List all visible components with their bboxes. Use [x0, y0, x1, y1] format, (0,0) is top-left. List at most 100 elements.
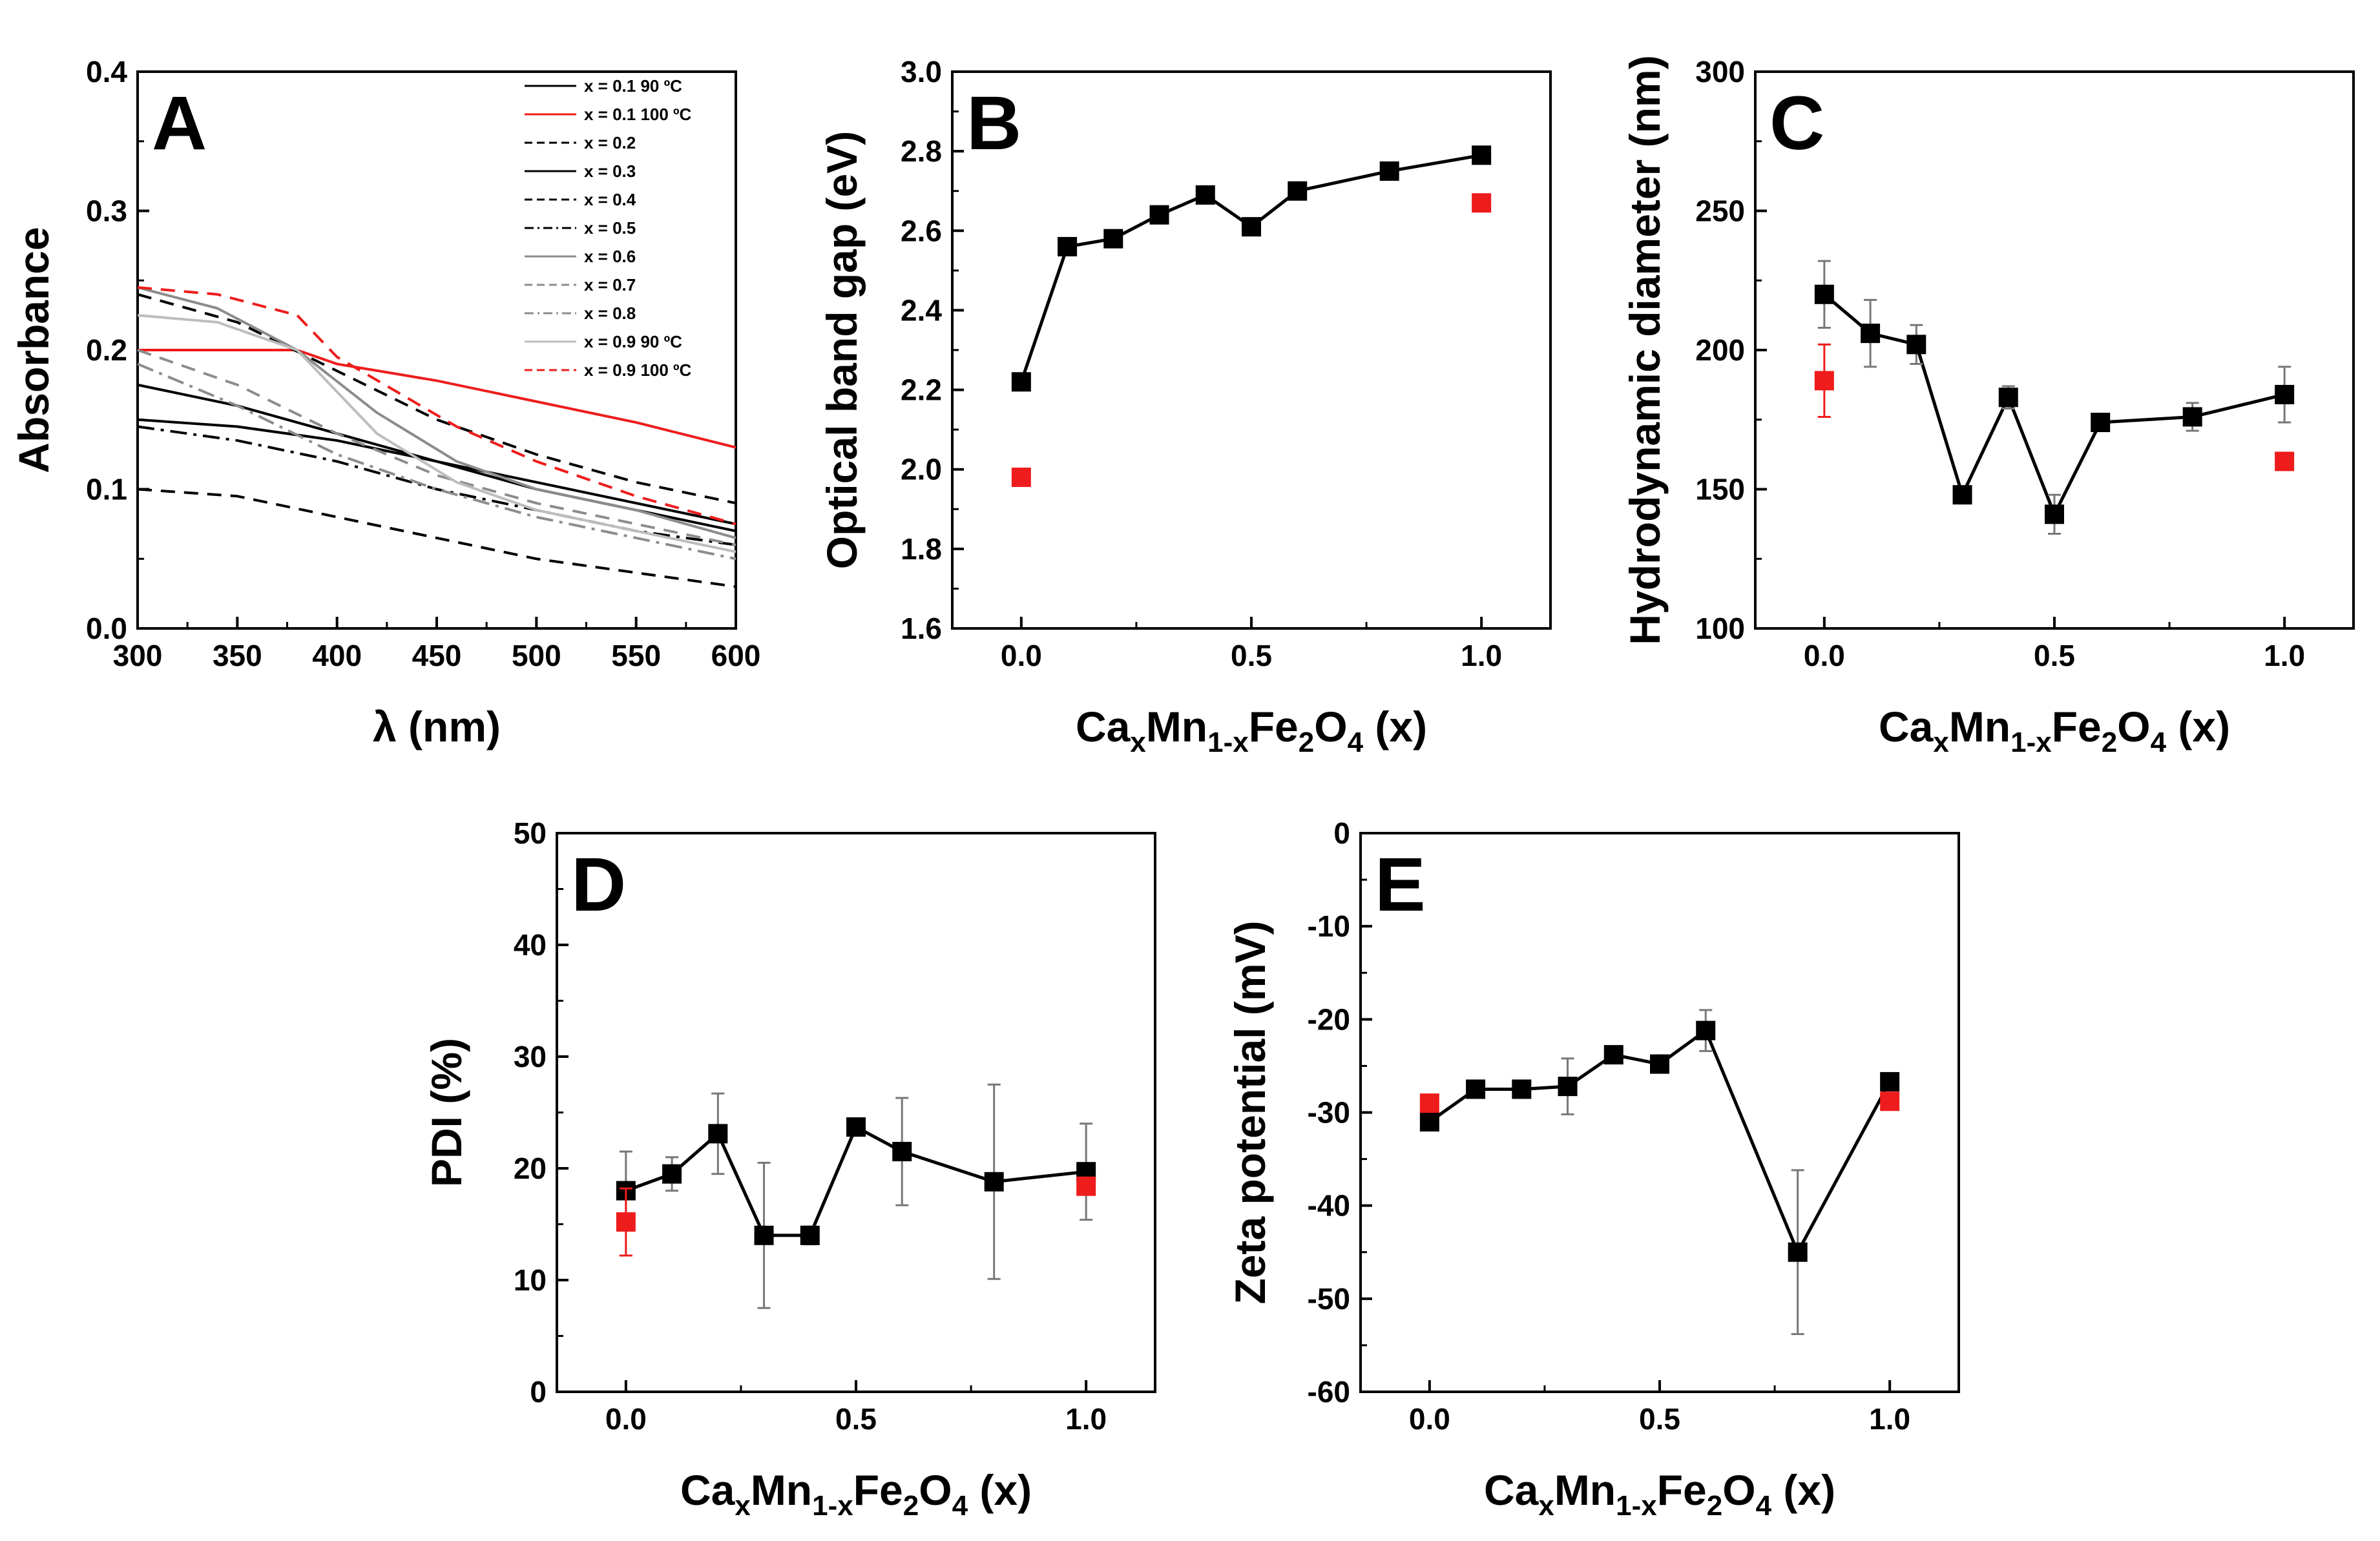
x-tick-label: 1.0: [1065, 1402, 1107, 1436]
x-tick-label: 400: [312, 639, 362, 672]
x-tick-label: 500: [512, 639, 561, 672]
data-point: [1058, 236, 1078, 256]
data-point: [1472, 193, 1492, 213]
y-tick-label: -10: [1308, 909, 1350, 943]
y-axis-title: Hydrodynamic diameter (nm): [1621, 55, 1669, 645]
y-tick-label: 1.8: [901, 532, 942, 566]
y-axis-title: PDI (%): [423, 1038, 470, 1187]
x-axis-title-part: 4: [2151, 727, 2167, 758]
data-point: [846, 1117, 866, 1137]
plot-frame: [1754, 70, 2355, 630]
data-point: [1419, 1112, 1439, 1132]
series-4: [137, 293, 736, 505]
series-line: [625, 1124, 1087, 1237]
x-axis-title-part: x: [1538, 1490, 1554, 1522]
y-tick-label: 200: [1695, 333, 1745, 367]
x-axis-title-part: Mn: [1949, 703, 2010, 750]
y-axis-title: Optical band gap (eV): [818, 131, 866, 569]
legend-label: x = 0.5: [584, 218, 636, 238]
data-point: [1788, 1242, 1808, 1262]
series-0: [616, 1083, 1096, 1309]
x-axis-title-part: O: [2117, 703, 2150, 750]
x-axis-title-part: (x): [1771, 1466, 1835, 1514]
y-tick-label: 0.2: [86, 333, 127, 367]
data-point: [1011, 372, 1031, 392]
y-tick-label: 0: [530, 1375, 547, 1409]
data-point: [2275, 384, 2295, 404]
x-tick-label: 0.5: [1231, 639, 1272, 672]
series-1: [1419, 1091, 1900, 1113]
x-axis-title-part: 1-x: [1616, 1490, 1657, 1522]
x-axis-title-part: Ca: [1484, 1466, 1540, 1514]
data-point: [984, 1172, 1004, 1192]
x-tick-label: 0.0: [605, 1402, 647, 1436]
y-tick-label: 20: [514, 1152, 547, 1185]
data-point: [1861, 324, 1881, 344]
y-tick-label: 2.8: [901, 134, 942, 168]
data-point: [2275, 451, 2295, 471]
y-axis-title: Absorbance: [10, 227, 57, 473]
legend-label: x = 0.9 90 ºC: [584, 332, 682, 351]
data-point: [1558, 1077, 1578, 1097]
panel-letter: E: [1375, 842, 1426, 927]
x-axis-title-part: Ca: [680, 1466, 736, 1514]
legend: x = 0.1 90 ºC x = 0.1 100 ºC x = 0.2 x = 0.…: [525, 76, 692, 380]
panel-d: 0.0 0.5 1.0 0 10 20 30 40 50 CaxMn1-xFe2O4 (x) PDI…: [423, 816, 1156, 1522]
x-axis-title-part: O: [1314, 703, 1347, 750]
legend-label: x = 0.3: [584, 161, 636, 181]
x-axis-title-part: 4: [1756, 1490, 1772, 1522]
x-axis-title-part: Mn: [1554, 1466, 1616, 1514]
series-9: [137, 314, 736, 553]
y-tick-label: 0.4: [86, 55, 127, 88]
series-0: [137, 418, 736, 526]
y-tick-label: 2.2: [901, 373, 942, 407]
series-line: [137, 293, 736, 505]
x-tick-label: 0.0: [1001, 639, 1042, 672]
y-tick-label: 100: [1695, 612, 1745, 645]
data-point: [1906, 335, 1926, 355]
data-point: [2091, 413, 2111, 433]
series-line: [137, 286, 736, 526]
legend-label: x = 0.1 100 ºC: [584, 105, 692, 124]
data-point: [1472, 145, 1492, 165]
series-line: [137, 488, 736, 588]
data-point: [1379, 161, 1399, 181]
panel-e: 0.0 0.5 1.0 -60 -50 -40 -30 -20 -10 0 CaxMn1-xFe2O…: [1226, 816, 1960, 1522]
data-point: [1603, 1045, 1623, 1065]
data-point: [1076, 1176, 1096, 1196]
y-tick-label: 0.3: [86, 194, 127, 228]
x-axis-title-part: Fe: [1657, 1466, 1707, 1514]
x-axis-title-part: Fe: [853, 1466, 903, 1514]
data-point: [708, 1124, 728, 1144]
x-axis-title-part: x: [1933, 727, 1949, 758]
x-axis-title-part: Fe: [2052, 703, 2102, 750]
y-tick-label: 50: [514, 816, 547, 850]
legend-label: x = 0.9 100 ºC: [584, 360, 692, 380]
x-axis-title-part: 1-x: [812, 1490, 853, 1522]
x-tick-label: 0.0: [1804, 639, 1845, 672]
x-axis-title-part: O: [1722, 1466, 1755, 1514]
y-tick-label: 2.6: [901, 214, 942, 247]
x-axis-title-part: 2: [903, 1490, 919, 1522]
data-point: [892, 1142, 912, 1162]
y-tick-label: 0.0: [86, 612, 127, 645]
x-axis-title-part: 1-x: [2010, 727, 2052, 758]
x-axis-title-part: 4: [1348, 727, 1364, 758]
plot-frame: [1359, 832, 1960, 1393]
data-point: [1466, 1079, 1486, 1099]
series-line: [137, 383, 736, 533]
x-tick-label: 450: [412, 639, 462, 672]
panel-letter: C: [1769, 81, 1824, 166]
x-axis-title-part: 4: [952, 1490, 968, 1522]
data-point: [1814, 284, 1834, 304]
series-1: [1814, 343, 2295, 471]
series-line: [1019, 153, 1482, 383]
data-point: [2182, 407, 2202, 427]
series-3: [137, 383, 736, 533]
x-axis-title: CaxMn1-xFe2O4 (x): [1076, 703, 1427, 758]
series-line: [1823, 293, 2285, 519]
y-tick-label: 10: [514, 1263, 547, 1297]
data-point: [1103, 229, 1123, 249]
x-axis-title: λ (nm): [373, 703, 501, 750]
